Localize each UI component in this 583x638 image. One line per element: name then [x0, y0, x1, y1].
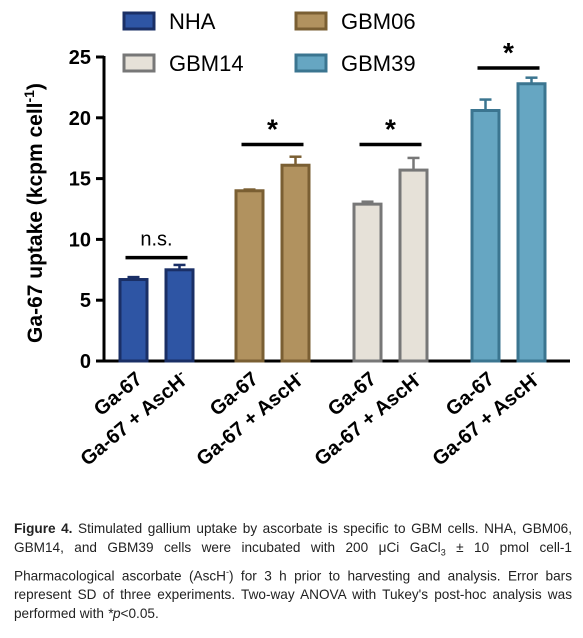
legend-swatch-gbm39: [294, 53, 328, 73]
legend-swatch-nha: [122, 11, 156, 31]
caption-label: Figure 4.: [14, 521, 73, 536]
caption-text-2: ± 10 pmol cell-1 Pharmacological ascorba…: [14, 540, 572, 584]
y-tick-label-4: 20: [69, 108, 91, 130]
legend-label-nha: NHA: [169, 9, 216, 34]
legend-label-gbm06: GBM06: [341, 9, 416, 34]
significance-label-gbm14: *: [385, 114, 396, 145]
y-tick-label-2: 10: [69, 229, 91, 251]
bar-nha-ga67-ascorbate: [164, 268, 195, 363]
caption-p-symbol: *p: [107, 606, 121, 622]
legend-swatch-gbm06: [294, 11, 328, 31]
bar-nha-ga67: [118, 278, 149, 363]
bar-gbm06-ga67-ascorbate: [280, 163, 311, 363]
bar-gbm14-ga67: [352, 202, 383, 363]
significance-label-nha: n.s.: [140, 229, 172, 251]
figure-caption: Figure 4. Stimulated gallium uptake by a…: [14, 519, 572, 623]
caption-sup: -: [226, 566, 229, 577]
caption-text-3: ) for 3 h prior to harvesting and analys…: [14, 568, 572, 622]
caption-text-4: <0.05.: [120, 606, 159, 622]
significance-label-gbm06: *: [267, 114, 278, 145]
y-axis-label: Ga-67 uptake (kcpm cell-1): [21, 83, 47, 343]
legend-swatch-gbm14: [122, 53, 156, 73]
significance-label-gbm39: *: [503, 37, 514, 68]
y-tick-label-0: 0: [80, 351, 91, 373]
y-tick-label-1: 5: [80, 290, 91, 312]
y-tick-label-3: 15: [69, 169, 91, 191]
bar-gbm06-ga67: [234, 189, 265, 363]
caption-sub: 3: [440, 547, 446, 558]
bar-gbm14-ga67-ascorbate: [398, 168, 429, 363]
bar-gbm39-ga67-ascorbate: [516, 82, 547, 363]
legend-label-gbm14: GBM14: [169, 51, 244, 76]
caption-text: Stimulated gallium uptake by ascorbate i…: [14, 521, 573, 555]
legend-label-gbm39: GBM39: [341, 51, 416, 76]
bar-gbm39-ga67: [470, 109, 501, 363]
y-tick-label-5: 25: [69, 47, 91, 69]
